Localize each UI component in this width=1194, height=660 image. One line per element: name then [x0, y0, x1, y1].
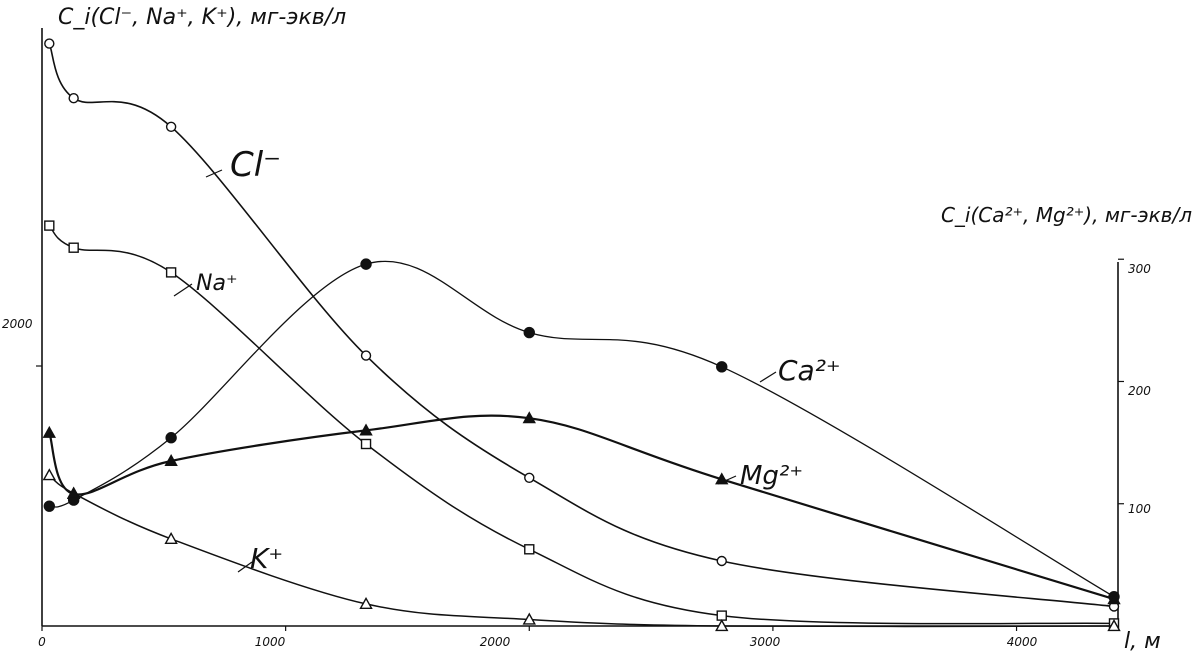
- data-point-k-4: [522, 612, 536, 625]
- y-right-tick-label-200: 200: [1128, 384, 1151, 398]
- y-right-tick-label-300: 300: [1128, 262, 1151, 276]
- data-point-mg-1: [66, 487, 81, 500]
- x-tick-label-3000: 3000: [750, 635, 781, 649]
- x-tick-label-0: 0: [38, 635, 46, 649]
- data-point-cl-5: [716, 555, 727, 567]
- y-axis-left-title: C_i(Cl⁻, Na⁺, K⁺), мг-экв/л: [58, 5, 346, 30]
- x-tick-label-4000: 4000: [1007, 635, 1038, 649]
- y-axis-right-title: C_i(Ca²⁺, Mg²⁺), мг-экв/л: [941, 203, 1192, 227]
- series-label-na-leader: [173, 283, 193, 297]
- data-point-k-6: [1107, 619, 1121, 632]
- series-labels: Cl⁻ Na⁺ K⁺ Ca²⁺ Mg²⁺: [173, 145, 841, 575]
- data-point-cl-3: [360, 350, 372, 361]
- data-point-na-0: [44, 220, 55, 231]
- data-point-cl-1: [68, 92, 79, 104]
- data-point-ca-0: [43, 500, 56, 512]
- data-point-na-1: [68, 242, 79, 253]
- data-point-k-2: [164, 531, 178, 544]
- series-line-cl: [48, 43, 1115, 608]
- series-line-k: [48, 474, 1115, 628]
- data-point-mg-2: [164, 454, 178, 467]
- series-line-mg: [48, 414, 1115, 601]
- series-label-cl-leader: [205, 169, 223, 178]
- series-line-ca: [49, 260, 1115, 598]
- data-point-ca-4: [523, 326, 535, 339]
- series-label-mg-leader: [717, 475, 737, 485]
- data-point-mg-3: [359, 423, 373, 436]
- y-left-tick-label-2000: 2000: [2, 317, 33, 331]
- series-label-ca: Ca²⁺: [778, 354, 841, 387]
- series-label-na: Na⁺: [196, 271, 238, 296]
- data-point-cl-4: [524, 472, 535, 483]
- data-point-na-3: [360, 438, 372, 450]
- series-label-ca-leader: [759, 371, 777, 383]
- data-point-na-4: [524, 544, 535, 555]
- series-label-cl: Cl⁻: [230, 145, 281, 185]
- x-axis-title: l, м: [1124, 629, 1161, 654]
- series-layer: [42, 38, 1121, 632]
- series-label-k: K⁺: [250, 542, 283, 575]
- data-point-na-2: [165, 267, 177, 278]
- data-point-mg-6: [1107, 592, 1121, 605]
- data-point-k-0: [42, 468, 56, 481]
- series-label-mg: Mg²⁺: [740, 461, 803, 491]
- data-point-ca-2: [165, 432, 177, 444]
- x-tick-label-1000: 1000: [255, 635, 286, 649]
- data-point-ca-5: [716, 361, 728, 373]
- data-point-k-5: [715, 619, 729, 632]
- data-point-mg-4: [522, 411, 536, 424]
- y-right-tick-label-100: 100: [1128, 502, 1151, 516]
- series-label-k-leader: [237, 561, 253, 573]
- x-tick-label-2000: 2000: [480, 635, 511, 649]
- data-point-ca-3: [360, 258, 372, 270]
- series-line-na: [48, 225, 1115, 625]
- data-point-cl-0: [44, 38, 55, 49]
- data-point-na-5: [716, 610, 727, 621]
- data-point-k-3: [359, 596, 373, 609]
- data-point-cl-2: [165, 121, 177, 133]
- data-point-mg-0: [42, 425, 56, 438]
